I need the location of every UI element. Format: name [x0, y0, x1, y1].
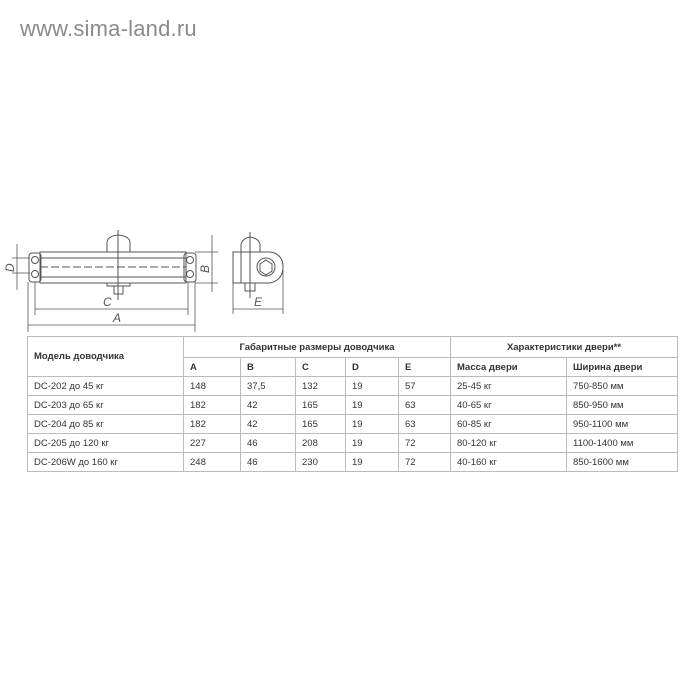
table-row: DC-205 до 120 кг 227 46 208 19 72 80-120 кг 110…	[27, 433, 678, 453]
table-cell: 850-1600 мм	[566, 452, 678, 472]
door-header: Характеристики двери**	[450, 336, 678, 358]
table-cell: DC-204 до 85 кг	[27, 414, 184, 434]
table-row: DC-204 до 85 кг 182 42 165 19 63 60-85 кг 950-1…	[27, 414, 678, 434]
table-cell: 182	[183, 395, 241, 415]
dim-label-d: D	[3, 263, 17, 272]
table-cell: 19	[345, 395, 399, 415]
col-header: Ширина двери	[566, 357, 678, 377]
table-cell: DC-203 до 65 кг	[27, 395, 184, 415]
front-view	[28, 230, 197, 300]
table-cell: 248	[183, 452, 241, 472]
table-row: DC-206W до 160 кг 248 46 230 19 72 40-160 кг 85…	[27, 452, 678, 472]
table-cell: 19	[345, 376, 399, 396]
table-cell: 148	[183, 376, 241, 396]
table-cell: 165	[295, 395, 346, 415]
table-cell: 25-45 кг	[450, 376, 567, 396]
dim-label-b: B	[198, 265, 212, 273]
table-cell: 227	[183, 433, 241, 453]
col-header: Масса двери	[450, 357, 567, 377]
col-header: C	[295, 357, 346, 377]
table-cell: 1100-1400 мм	[566, 433, 678, 453]
table-cell: 40-160 кг	[450, 452, 567, 472]
col-header: D	[345, 357, 399, 377]
specs-table: Модель доводчика Габаритные размеры дово…	[27, 336, 678, 472]
table-cell: 72	[398, 452, 451, 472]
table-cell: 72	[398, 433, 451, 453]
dimension-lines	[12, 235, 284, 332]
table-cell: 42	[240, 395, 296, 415]
table-cell: 19	[345, 414, 399, 434]
table-cell: 950-1100 мм	[566, 414, 678, 434]
dim-label-c: C	[103, 295, 112, 309]
table-cell: DC-202 до 45 кг	[27, 376, 184, 396]
dims-header: Габаритные размеры доводчика	[183, 336, 451, 358]
table-cell: 19	[345, 452, 399, 472]
side-view	[232, 232, 284, 298]
table-cell: 46	[240, 433, 296, 453]
col-header: E	[398, 357, 451, 377]
table-cell: 132	[295, 376, 346, 396]
table-cell: DC-206W до 160 кг	[27, 452, 184, 472]
table-cell: 57	[398, 376, 451, 396]
table-cell: 208	[295, 433, 346, 453]
door-closer-drawing: D B C A E	[3, 230, 284, 332]
table-cell: 230	[295, 452, 346, 472]
dim-label-a: A	[112, 311, 121, 325]
col-header: A	[183, 357, 241, 377]
table-cell: 37,5	[240, 376, 296, 396]
col-header: B	[240, 357, 296, 377]
table-cell: 80-120 кг	[450, 433, 567, 453]
table-cell: 165	[295, 414, 346, 434]
watermark: www.sima-land.ru	[20, 16, 197, 41]
table-cell: 46	[240, 452, 296, 472]
table-cell: 19	[345, 433, 399, 453]
table-cell: 40-65 кг	[450, 395, 567, 415]
table-row: DC-202 до 45 кг 148 37,5 132 19 57 25-45 кг 750…	[27, 376, 678, 396]
table-row: DC-203 до 65 кг 182 42 165 19 63 40-65 кг 850-9…	[27, 395, 678, 415]
table-cell: 63	[398, 395, 451, 415]
table-cell: 63	[398, 414, 451, 434]
table-cell: 182	[183, 414, 241, 434]
table-cell: 850-950 мм	[566, 395, 678, 415]
dim-label-e: E	[254, 295, 263, 309]
table-cell: DC-205 до 120 кг	[27, 433, 184, 453]
table-cell: 42	[240, 414, 296, 434]
table-cell: 60-85 кг	[450, 414, 567, 434]
model-header: Модель доводчика	[27, 336, 184, 377]
table-cell: 750-850 мм	[566, 376, 678, 396]
